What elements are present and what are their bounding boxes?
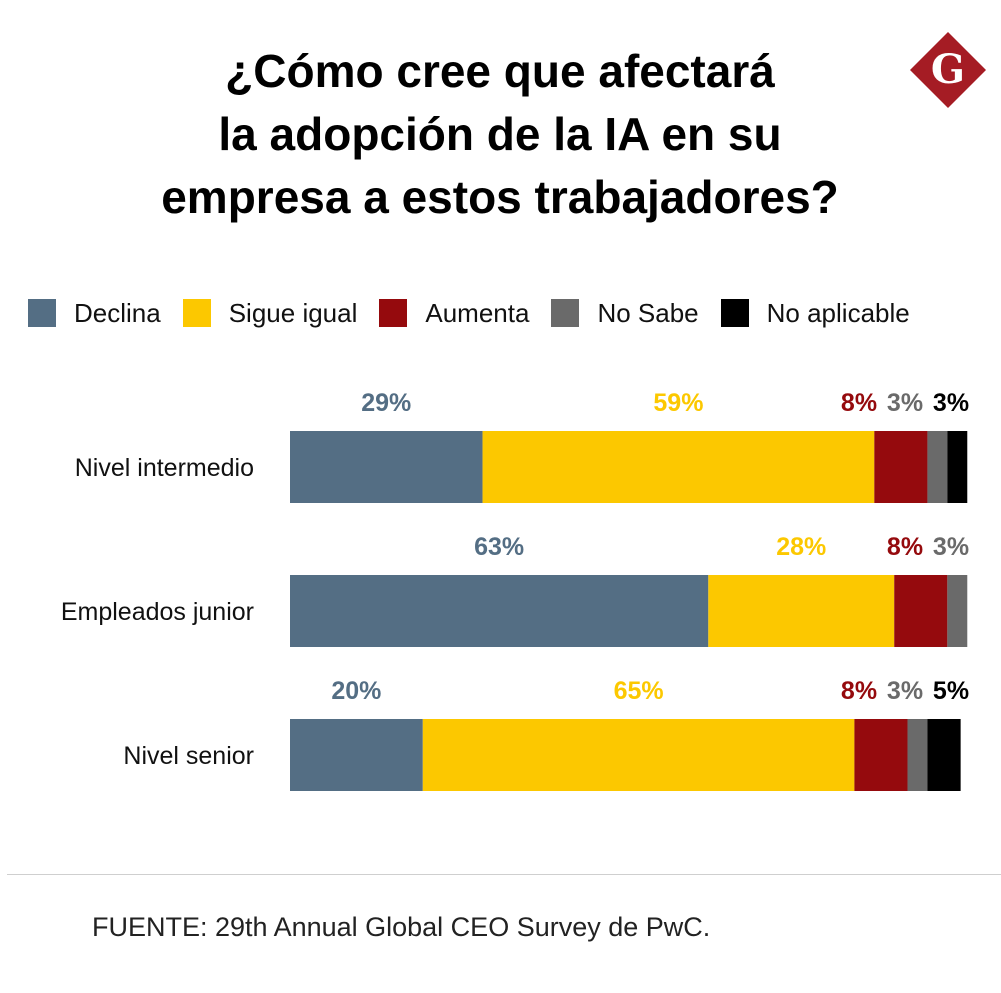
data-label-empleados-junior-no-sabe: 3% [933,533,969,561]
logo-diamond [910,32,986,108]
legend-item-no-sabe: No Sabe [551,297,699,329]
bar-segment-nivel-intermedio-declina [290,431,483,503]
bar-segment-nivel-senior-no-sabe [907,719,928,791]
legend-swatch [379,299,408,327]
data-label-nivel-intermedio-no-sabe: 3% [887,389,923,417]
data-label-nivel-senior-aumenta: 8% [841,677,877,705]
data-label-nivel-intermedio-sigue-igual: 59% [653,389,703,417]
data-label-empleados-junior-aumenta: 8% [887,533,923,561]
bar-segment-empleados-junior-no-sabe [947,575,968,647]
title-line-1: ¿Cómo cree que afectará [225,45,775,97]
logo-letter: G [931,46,965,93]
legend-item-aumenta: Aumenta [379,298,529,329]
bar-segment-nivel-intermedio-no-aplicable [947,431,968,503]
data-label-empleados-junior-sigue-igual: 28% [776,533,826,561]
legend-label: Sigue igual [228,297,358,328]
legend-swatch [551,299,580,327]
data-label-nivel-intermedio-no-aplicable: 3% [933,389,969,417]
data-label-empleados-junior-declina: 63% [474,533,524,561]
bar-segment-nivel-senior-sigue-igual [422,719,855,791]
legend-label: Aumenta [425,297,530,328]
bar-segment-nivel-intermedio-sigue-igual [482,431,875,503]
legend-swatch [28,299,56,327]
legend-label: Declina [74,297,161,328]
bar-segment-nivel-senior-declina [290,719,423,791]
data-label-nivel-senior-no-aplicable: 5% [933,677,969,705]
bar-segment-nivel-senior-aumenta [854,719,908,791]
legend-swatch [720,299,749,327]
legend-label: No Sabe [597,297,699,328]
bar-segment-nivel-senior-no-aplicable [927,719,961,791]
category-label-nivel-senior: Nivel senior [123,742,254,770]
category-label-nivel-intermedio: Nivel intermedio [75,454,254,482]
data-label-nivel-senior-declina: 20% [331,677,381,705]
legend-label: No aplicable [766,297,910,328]
legend-item-sigue-igual: Sigue igual [182,297,358,329]
bar-segment-empleados-junior-aumenta [894,575,948,647]
divider [7,874,1001,875]
stacked-bar-chart: Nivel intermedio 29% 59% 8% 3% 3% Empleados ju… [61,389,969,791]
legend-item-declina: Declina [28,298,161,329]
brand-logo: G [910,32,986,108]
bar-segment-nivel-intermedio-no-sabe [927,431,948,503]
source-note: FUENTE: 29th Annual Global CEO Survey de… [92,912,711,942]
title-line-2: la adopción de la IA en su [218,108,782,160]
bar-segment-empleados-junior-declina [290,575,709,647]
chart-title: ¿Cómo cree que afectará la adopción de l… [60,40,940,229]
legend-swatch [182,299,211,327]
legend: Declina Sigue igual Aumenta No Sabe No a… [28,296,910,330]
title-line-3: empresa a estos trabajadores? [161,171,839,223]
data-label-nivel-senior-sigue-igual: 65% [614,677,664,705]
data-label-nivel-intermedio-aumenta: 8% [841,389,877,417]
legend-item-no-aplicable: No aplicable [720,297,910,329]
bar-segment-nivel-intermedio-aumenta [874,431,928,503]
bar-segment-empleados-junior-sigue-igual [708,575,895,647]
data-label-nivel-senior-no-sabe: 3% [887,677,923,705]
data-label-nivel-intermedio-declina: 29% [361,389,411,417]
category-label-empleados-junior: Empleados junior [61,598,254,626]
